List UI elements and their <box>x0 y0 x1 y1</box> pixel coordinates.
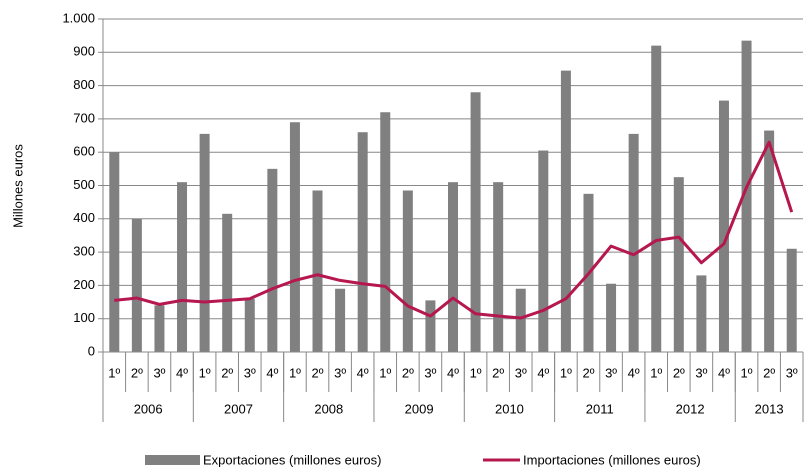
line <box>114 140 794 320</box>
x-tick-label: 1º <box>560 365 572 380</box>
group-label: 2009 <box>405 401 434 416</box>
x-tick-label: 3º <box>695 365 707 380</box>
x-tick-label: 2º <box>582 365 594 380</box>
bar <box>131 218 142 352</box>
bar <box>470 92 481 352</box>
x-tick-label: 4º <box>176 365 188 380</box>
y-tick-label: 900 <box>73 44 95 59</box>
bar <box>335 288 346 352</box>
y-tick-label: 800 <box>73 77 95 92</box>
x-tick-label: 3º <box>153 365 165 380</box>
x-tick-label: 3º <box>515 365 527 380</box>
y-tick-label: 0 <box>88 343 95 358</box>
x-tick-label: 3º <box>424 365 436 380</box>
bar <box>786 248 797 352</box>
bar <box>448 182 458 352</box>
bar <box>222 213 233 352</box>
bar <box>289 122 300 352</box>
group-label: 2013 <box>755 401 784 416</box>
bar <box>109 152 120 352</box>
bar <box>244 298 255 352</box>
x-tick-label: 3º <box>244 365 256 380</box>
bar <box>312 190 323 352</box>
y-axis-label: Millones euros <box>10 144 25 228</box>
y-tick-label: 1.000 <box>62 10 95 25</box>
group-label: 2007 <box>224 401 253 416</box>
bar <box>538 150 549 352</box>
y-tick-label: 400 <box>73 210 95 225</box>
x-tick-label: 2º <box>673 365 685 380</box>
legend-label: Importaciones (millones euros) <box>523 452 701 467</box>
x-tick-label: 1º <box>108 365 120 380</box>
y-tick-label: 200 <box>73 277 95 292</box>
bar <box>425 300 436 352</box>
x-tick-label: 4º <box>266 365 278 380</box>
x-tick-label: 1º <box>470 365 482 380</box>
x-tick-label: 1º <box>741 365 753 380</box>
bar <box>357 132 368 352</box>
bar <box>673 177 684 352</box>
bar <box>696 275 707 352</box>
bar <box>199 133 210 352</box>
bar <box>606 283 617 352</box>
bar <box>651 45 662 352</box>
y-tick-label: 500 <box>73 177 95 192</box>
y-tick-label: 300 <box>73 244 95 259</box>
group-label: 2006 <box>134 401 163 416</box>
bar <box>560 70 571 353</box>
bar <box>493 182 504 352</box>
bar <box>402 190 413 352</box>
bar <box>267 168 278 352</box>
x-tick-label: 1º <box>650 365 662 380</box>
x-tick-label: 2º <box>402 365 414 380</box>
y-tick-label: 600 <box>73 144 95 159</box>
legend-swatch <box>145 455 200 465</box>
bar <box>177 182 188 352</box>
bar <box>764 130 775 352</box>
group-label: 2012 <box>676 401 705 416</box>
x-tick-label: 4º <box>447 365 459 380</box>
x-tick-label: 3º <box>605 365 617 380</box>
bar <box>154 305 165 352</box>
bar <box>741 40 752 353</box>
bar <box>718 100 729 353</box>
bar <box>628 133 639 352</box>
legend-label: Exportaciones (millones euros) <box>203 452 381 467</box>
x-tick-label: 4º <box>357 365 369 380</box>
x-tick-label: 3º <box>334 365 346 380</box>
x-tick-label: 2º <box>312 365 324 380</box>
x-tick-label: 3º <box>786 365 798 380</box>
x-tick-label: 2º <box>763 365 775 380</box>
group-label: 2010 <box>495 401 524 416</box>
x-tick-label: 2º <box>492 365 504 380</box>
x-tick-label: 1º <box>199 365 211 380</box>
y-tick-label: 700 <box>73 110 95 125</box>
x-tick-label: 2º <box>131 365 143 380</box>
y-tick-label: 100 <box>73 310 95 325</box>
x-tick-label: 4º <box>628 365 640 380</box>
group-label: 2008 <box>314 401 343 416</box>
x-tick-label: 1º <box>289 365 301 380</box>
bar <box>515 288 526 352</box>
x-tick-label: 4º <box>537 365 549 380</box>
x-tick-label: 2º <box>221 365 233 380</box>
x-tick-label: 4º <box>718 365 730 380</box>
bar <box>380 112 391 353</box>
x-tick-label: 1º <box>379 365 391 380</box>
group-label: 2011 <box>586 401 614 416</box>
